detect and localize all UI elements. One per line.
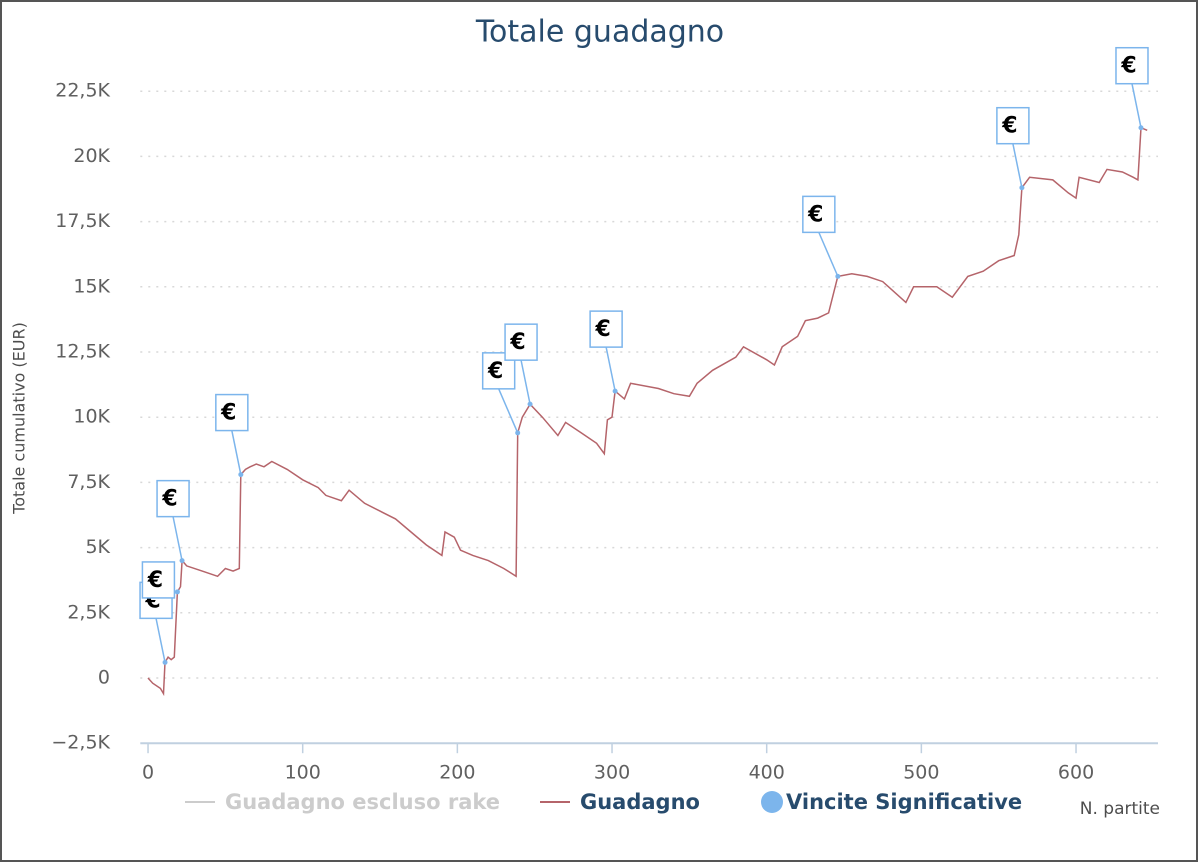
flag-connector [497, 388, 519, 434]
y-tick-label: 10K [73, 406, 110, 428]
flag-label: € [594, 317, 610, 342]
flag-point [612, 388, 618, 394]
x-tick-label: 200 [439, 762, 475, 784]
x-tick-label: 500 [903, 762, 939, 784]
flag-label: € [161, 487, 177, 512]
flag: € [802, 195, 841, 279]
chart-title: Totale guadagno [475, 15, 724, 50]
y-tick-label: 12,5K [55, 341, 110, 363]
y-tick-label: −2,5K [51, 732, 110, 754]
y-tick-label: 2,5K [67, 601, 110, 623]
series-line [147, 126, 1148, 697]
flag: € [589, 310, 623, 394]
flag-box [141, 561, 176, 599]
flag-label: € [807, 202, 823, 227]
x-tick-label: 100 [285, 762, 321, 784]
flag-point [527, 401, 533, 407]
flag: € [504, 323, 538, 407]
flag-label: € [1001, 114, 1017, 139]
y-tick-label: 22,5K [55, 80, 110, 102]
x-tick-label: 300 [594, 762, 630, 784]
flag-connector [520, 360, 531, 405]
flag-connector [818, 232, 839, 277]
flag-box [1115, 46, 1149, 85]
flag-box [589, 310, 623, 348]
flag-point [179, 558, 185, 564]
y-tick-label: 0 [98, 667, 110, 689]
flag-point [835, 273, 841, 279]
flag: € [141, 561, 180, 599]
x-tick-label: 600 [1058, 762, 1094, 784]
y-tick-label: 7,5K [67, 471, 110, 493]
flag-point [238, 472, 244, 478]
flag-connector [1012, 143, 1023, 188]
flag-label: € [220, 401, 236, 426]
flag-label: € [509, 330, 525, 355]
flag-point [174, 589, 180, 595]
legend-label: Vincite Significative [786, 790, 1022, 814]
y-axis-title: Totale cumulativo (EUR) [10, 322, 29, 515]
x-tick-label: 400 [749, 762, 785, 784]
flag-box [504, 323, 538, 361]
y-tick-label: 17,5K [55, 210, 110, 232]
x-tick-label: 0 [142, 762, 154, 784]
flag-connector [1131, 83, 1142, 128]
x-axis-title: N. partite [1080, 799, 1160, 819]
y-tick-label: 5K [85, 536, 110, 558]
flag-connector [605, 346, 616, 392]
flag-connector [231, 430, 242, 475]
flag-box [996, 106, 1030, 145]
flag: € [996, 106, 1030, 191]
legend-label: Guadagno [580, 790, 700, 814]
y-tick-label: 15K [73, 275, 110, 297]
flag: € [1115, 46, 1149, 131]
flag: € [156, 479, 190, 564]
flag-point [1138, 125, 1144, 131]
flag-label: € [1120, 54, 1136, 79]
legend-label: Guadagno escluso rake [225, 790, 500, 814]
flag-connector [155, 618, 166, 663]
y-tick-label: 20K [73, 145, 110, 167]
flag-label: € [487, 359, 503, 384]
flag-label: € [147, 568, 163, 593]
flag-connector [172, 516, 183, 561]
flag-point [162, 659, 168, 665]
flag-box [156, 479, 190, 518]
legend-symbol [761, 791, 783, 813]
flag-point [1019, 185, 1025, 191]
flag: € [215, 393, 249, 478]
flag-point [515, 430, 521, 436]
flag-box [802, 195, 836, 234]
flag-box [215, 393, 249, 432]
